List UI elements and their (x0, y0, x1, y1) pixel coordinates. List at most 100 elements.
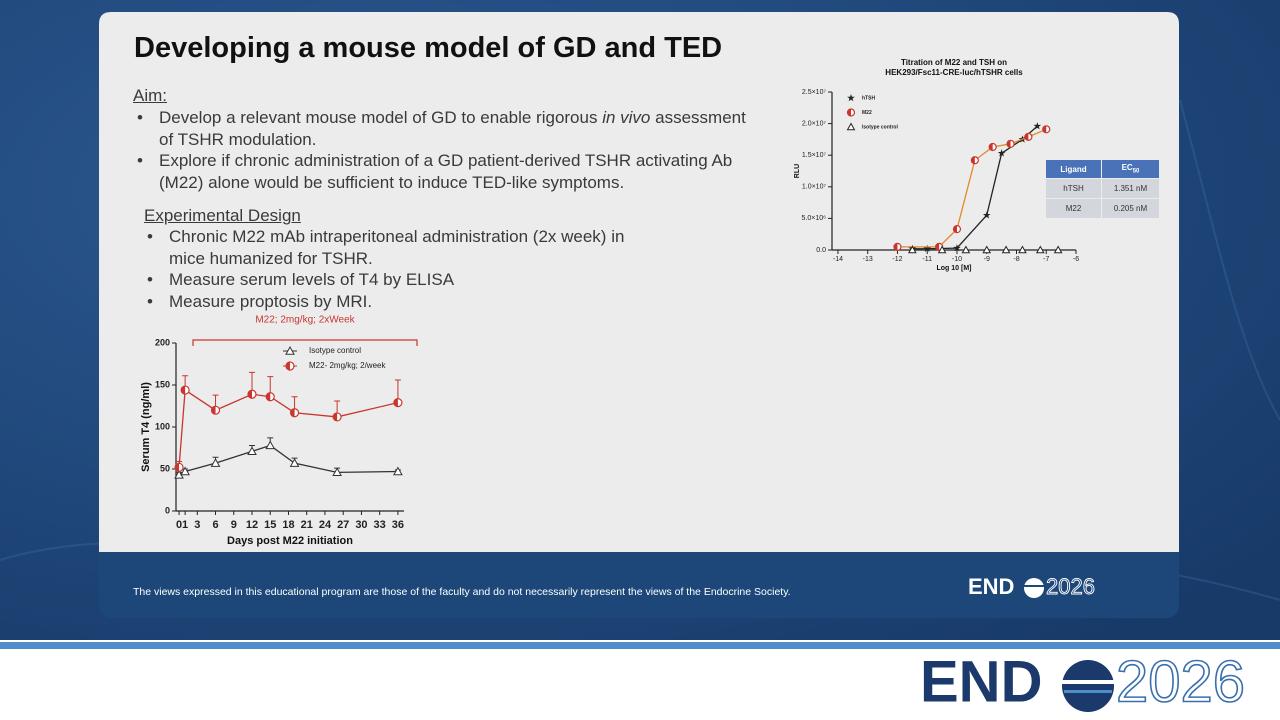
marker-shape (248, 390, 252, 399)
chart-title: Titration of M22 and TSH on (901, 58, 1007, 67)
x-tick-label: 24 (319, 519, 332, 531)
marker (289, 458, 300, 467)
marker-shape (265, 440, 276, 450)
marker-shape (393, 466, 403, 476)
marker-shape (286, 362, 290, 370)
x-tick-label: 15 (264, 519, 276, 531)
marker (1033, 122, 1042, 130)
aim-heading: Aim: (133, 86, 167, 105)
marker-shape (285, 345, 295, 355)
y-tick-label: 150 (155, 379, 170, 389)
x-tick-label: -6 (1073, 256, 1079, 263)
marker-shape (982, 245, 992, 254)
x-tick-label: 12 (246, 519, 258, 531)
marker-shape (332, 467, 342, 477)
legend-label: Isotype control (862, 124, 898, 130)
marker (907, 245, 917, 254)
marker-shape (982, 211, 991, 219)
header-cell: EC50 (1102, 160, 1159, 178)
header-cell: Ligand (1046, 160, 1101, 178)
y-tick-label: 1.5×10⁷ (802, 152, 827, 159)
y-tick-label: 5.0×10⁶ (802, 215, 827, 222)
marker-shape (1001, 245, 1011, 254)
bullet: Chronic M22 mAb intraperitoneal administ… (147, 226, 649, 269)
marker-shape (923, 244, 932, 252)
marker (285, 361, 295, 371)
marker-shape (211, 406, 216, 415)
marker (1018, 245, 1027, 254)
y-tick-label: 0 (165, 505, 170, 515)
x-tick-label: 36 (392, 519, 404, 531)
x-tick-label: 18 (282, 519, 294, 531)
cell: hTSH (1046, 179, 1101, 198)
marker-shape (1018, 245, 1027, 254)
marker-shape (847, 109, 851, 116)
marker (265, 440, 276, 450)
marker-shape (1035, 245, 1045, 254)
marker (970, 156, 979, 165)
x-axis-label: Days post M22 initiation (227, 535, 353, 547)
x-tick-label: -10 (952, 256, 962, 263)
y-tick-label: 1.0×10⁷ (802, 184, 827, 191)
marker (1024, 132, 1033, 141)
x-tick-label: -11 (922, 256, 932, 263)
y-tick-label: 100 (155, 421, 170, 431)
series-line (897, 128, 1047, 248)
marker (997, 149, 1006, 157)
marker-shape (971, 156, 975, 164)
design-heading: Experimental Design (144, 206, 301, 225)
marker (937, 245, 947, 254)
logo-bold: END (920, 649, 1042, 714)
slide-title: Developing a mouse model of GD and TED (134, 32, 723, 64)
logo-light: 2026 (1116, 649, 1245, 714)
x-tick-label: 33 (374, 519, 386, 531)
y-tick-label: 2.5×10⁷ (802, 89, 827, 96)
marker (953, 244, 961, 252)
marker-shape (893, 243, 898, 251)
y-tick-label: 50 (160, 463, 170, 473)
marker-shape (847, 93, 855, 102)
marker-shape (989, 143, 993, 151)
y-tick-label: 2.0×10⁷ (802, 120, 827, 127)
marker (210, 405, 221, 415)
table-row: M22 0.205 nM (1046, 199, 1159, 218)
marker-shape (961, 245, 971, 254)
header-sub: 50 (1132, 168, 1140, 175)
cell: 0.205 nM (1102, 199, 1159, 218)
marker-shape (1007, 140, 1011, 148)
marker-shape (1024, 133, 1029, 141)
x-axis-label: Log 10 [M] (937, 265, 972, 272)
chart: 0.0 5.0×10⁶ 1.0×10⁷ 1.5×10⁷ 2.0×10⁷ 2.5×10⁷ -1… (794, 58, 1079, 272)
bullet: Develop a relevant mouse model of GD to … (137, 107, 759, 150)
legend-label: M22 (862, 110, 872, 116)
x-tick-label: 21 (301, 519, 313, 531)
logo-o-stripe (1024, 585, 1044, 587)
series-line (178, 444, 398, 476)
chart-title: HEK293/Fsc11-CRE-luc/hTSHR cells (885, 68, 1023, 77)
text-italic: in vivo (602, 108, 651, 127)
marker (988, 142, 997, 152)
marker (332, 412, 342, 422)
x-tick-label: -14 (833, 256, 843, 263)
marker (174, 462, 184, 472)
table-row: hTSH 1.351 nM (1046, 179, 1159, 198)
y-tick-label: 0.0 (816, 247, 826, 254)
logo-light: 2026 (1046, 574, 1095, 599)
marker-shape (333, 412, 338, 421)
marker (332, 467, 342, 477)
y-tick-label: 200 (155, 337, 170, 347)
marker (393, 466, 403, 476)
x-tick-label: -12 (892, 256, 902, 263)
x-tick-label: 0 (176, 519, 182, 531)
marker-shape (907, 245, 917, 254)
marker-shape (180, 466, 190, 476)
marker (923, 244, 932, 252)
table-header: Ligand EC50 (1046, 160, 1159, 178)
x-tick-label: -13 (863, 256, 873, 263)
x-tick-label: 30 (355, 519, 367, 531)
cell: 1.351 nM (1102, 179, 1159, 198)
x-tick-label: 6 (212, 519, 218, 531)
design-list: Chronic M22 mAb intraperitoneal administ… (147, 226, 649, 312)
marker-shape (266, 392, 271, 401)
marker (285, 345, 295, 355)
